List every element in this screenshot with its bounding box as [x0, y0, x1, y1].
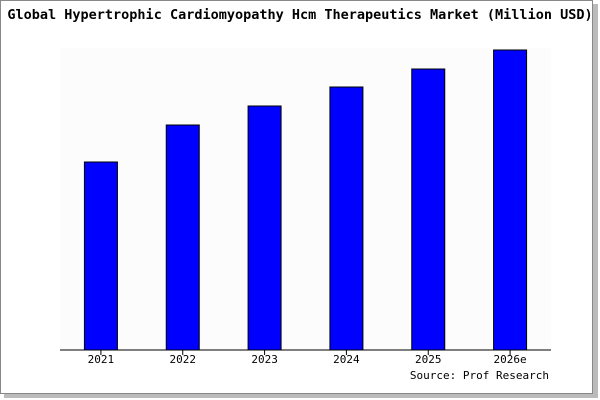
bar: [247, 105, 282, 351]
x-tick-label: 2026e: [494, 353, 527, 366]
plot-area: [60, 48, 551, 350]
bar: [329, 86, 364, 351]
x-tick-label: 2024: [333, 353, 360, 366]
x-tick-label: 2025: [415, 353, 442, 366]
bar: [411, 68, 446, 351]
bar: [165, 124, 200, 351]
bar: [493, 49, 528, 351]
chart-title: Global Hypertrophic Cardiomyopathy Hcm T…: [7, 7, 592, 23]
x-tick-label: 2023: [251, 353, 278, 366]
x-tick-label: 2021: [88, 353, 115, 366]
source-note: Source: Prof Research: [410, 369, 549, 382]
x-tick-label: 2022: [170, 353, 197, 366]
bar: [83, 161, 118, 351]
